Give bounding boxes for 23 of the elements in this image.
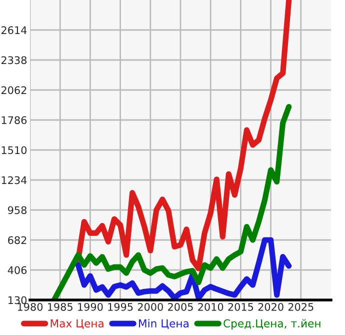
y-tick-label: 1234 [2,176,27,184]
x-tick-label: 1995 [108,302,133,311]
x-tick-label: 1980 [18,302,43,311]
y-tick-label: 1786 [2,116,27,124]
x-tick-label: 1985 [48,302,72,311]
y-tick-label: 2614 [1,26,27,34]
legend-label: Max Цена [50,319,104,330]
y-tick-label: 1510 [2,146,27,154]
y-tick-label: 958 [8,206,27,214]
x-tick-label: 2005 [168,302,193,311]
y-tick-label: 2338 [1,56,27,64]
legend-label: Сред.Цена, т.йен [224,319,320,330]
legend-label: Min Цена [139,319,188,330]
x-tick-label: 2025 [288,302,314,311]
y-tick-label: 406 [8,266,27,274]
y-tick-label: 130 [8,296,27,304]
x-tick-label: 2010 [198,302,224,311]
y-tick-label: 2062 [1,86,26,94]
x-tick-label: 2015 [228,302,254,311]
x-tick-label: 2000 [138,302,163,311]
y-tick-label: 682 [8,236,26,244]
x-tick-label: 1990 [78,302,103,311]
x-tick-label: 2020 [258,302,284,311]
